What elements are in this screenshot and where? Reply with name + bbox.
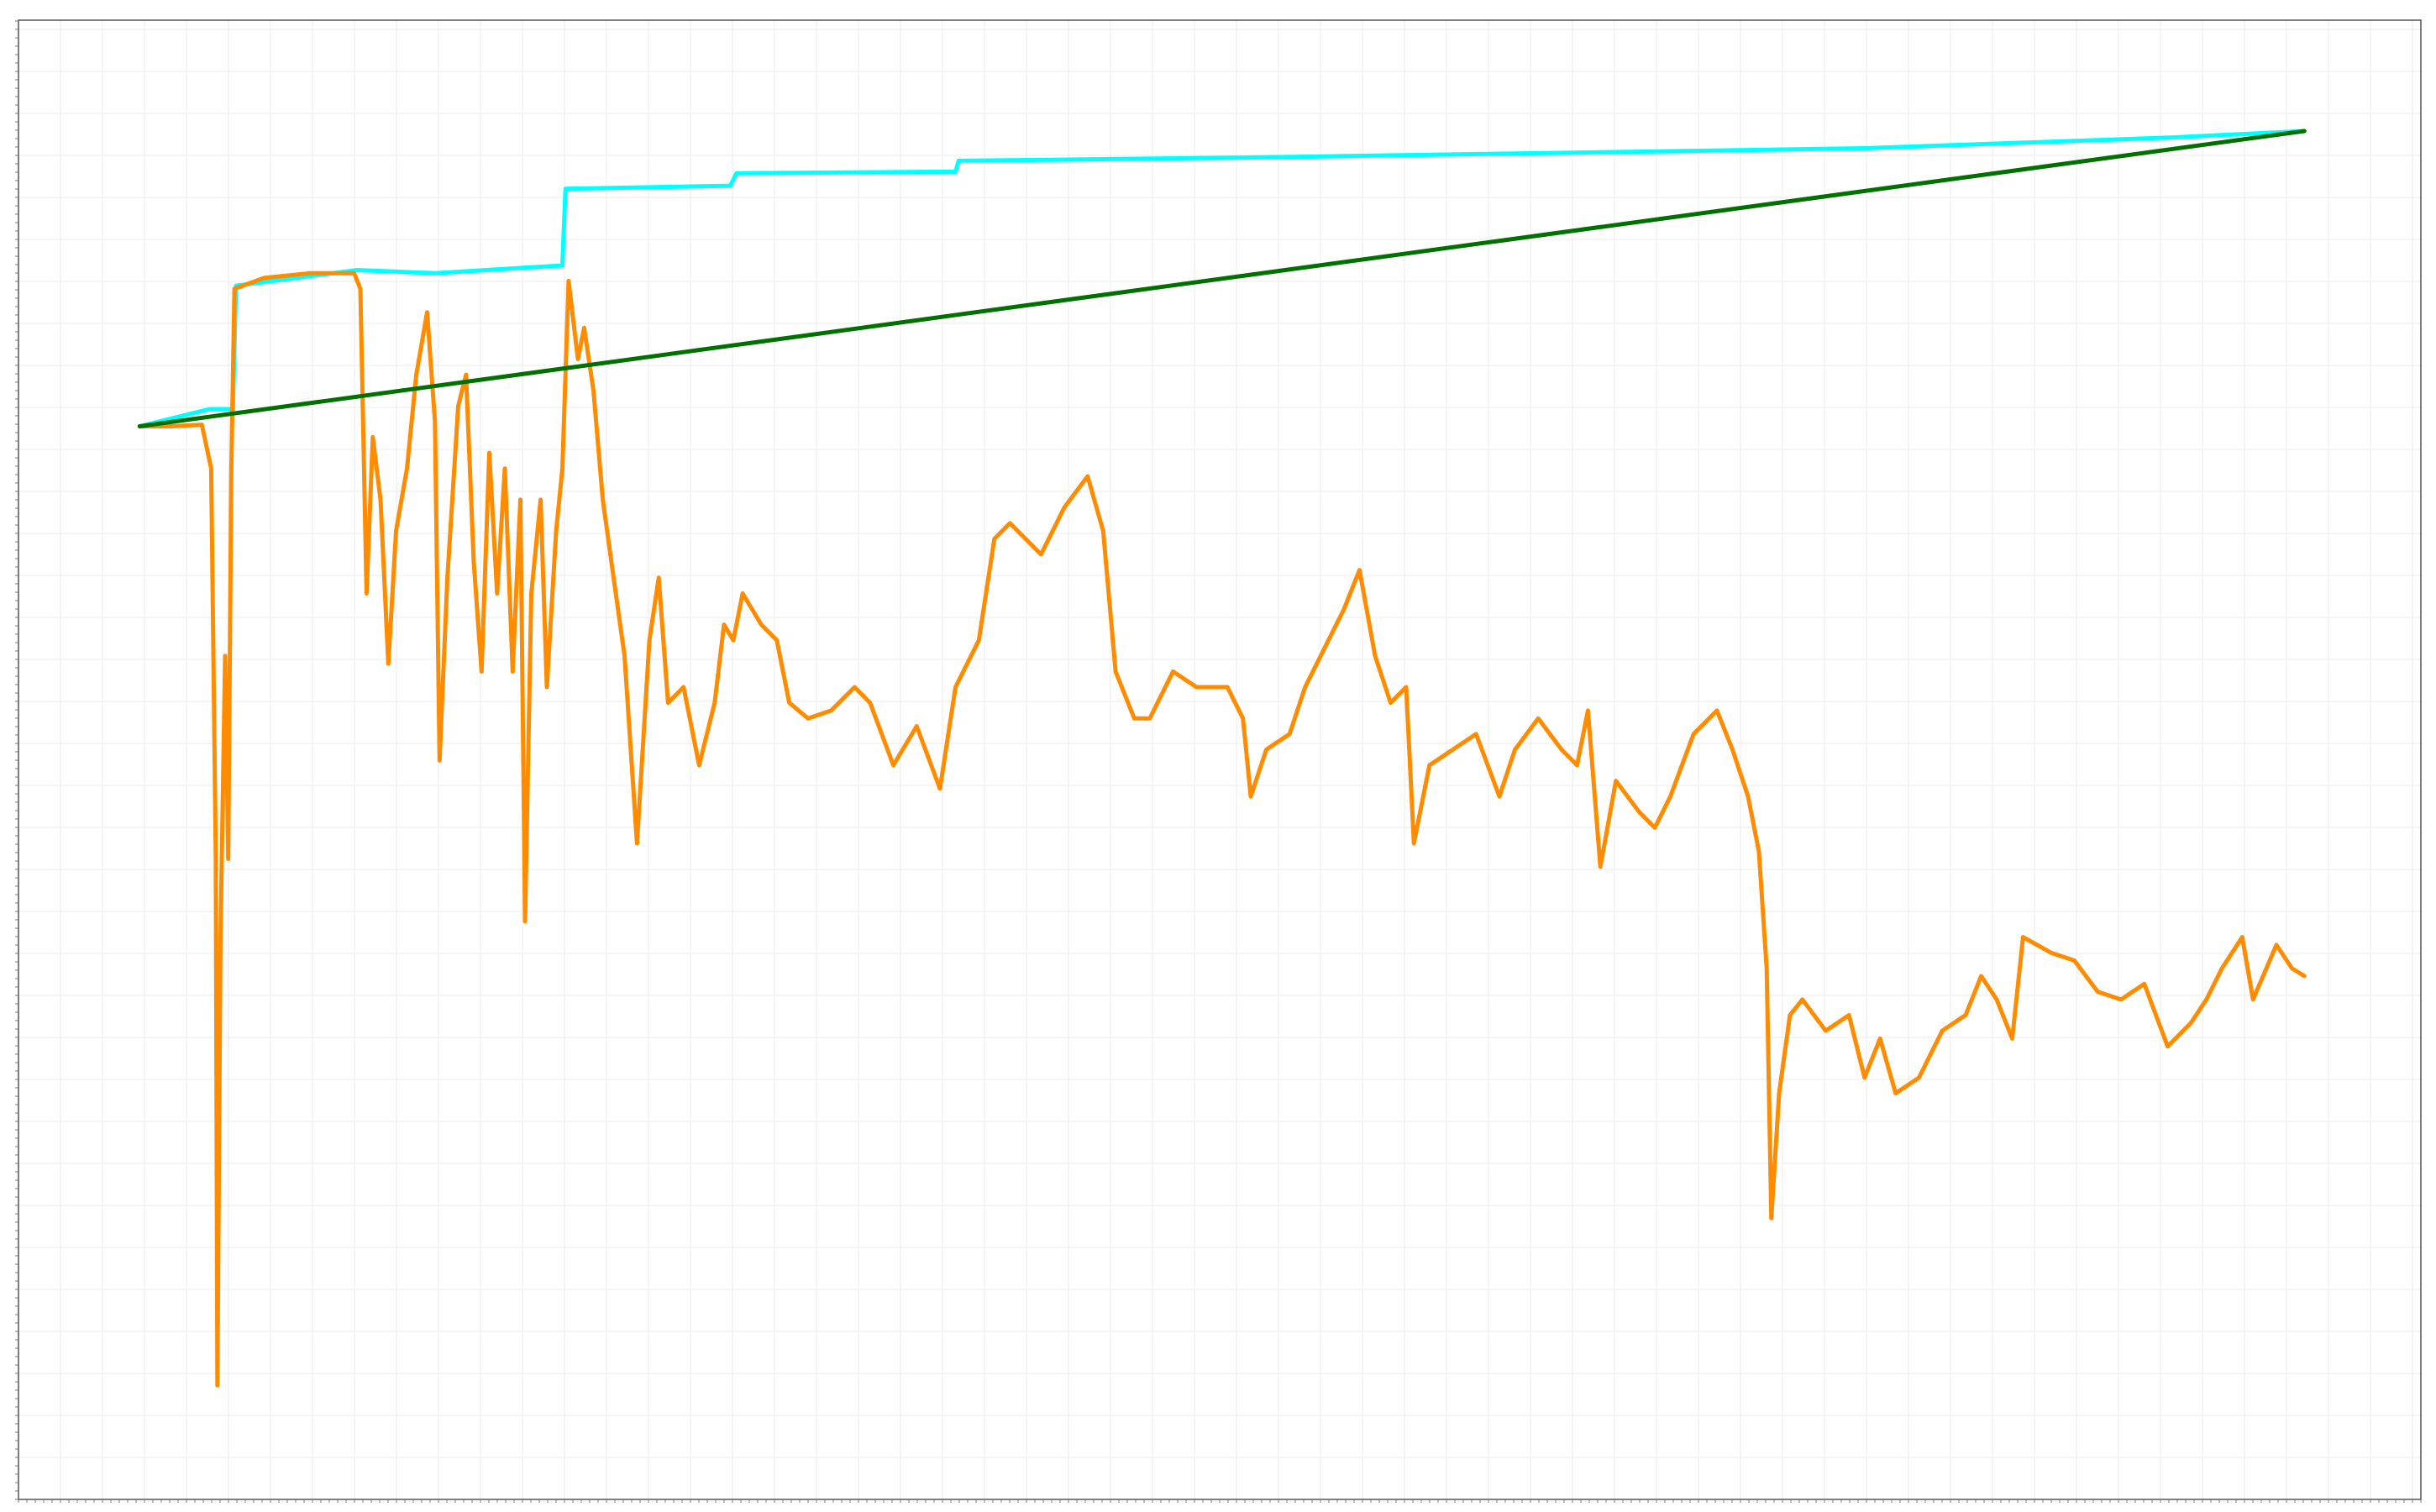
data-line <box>137 270 2307 1388</box>
axis-ticks <box>15 20 2422 1503</box>
data-line <box>137 129 2307 428</box>
plot-lines <box>137 129 2307 1388</box>
